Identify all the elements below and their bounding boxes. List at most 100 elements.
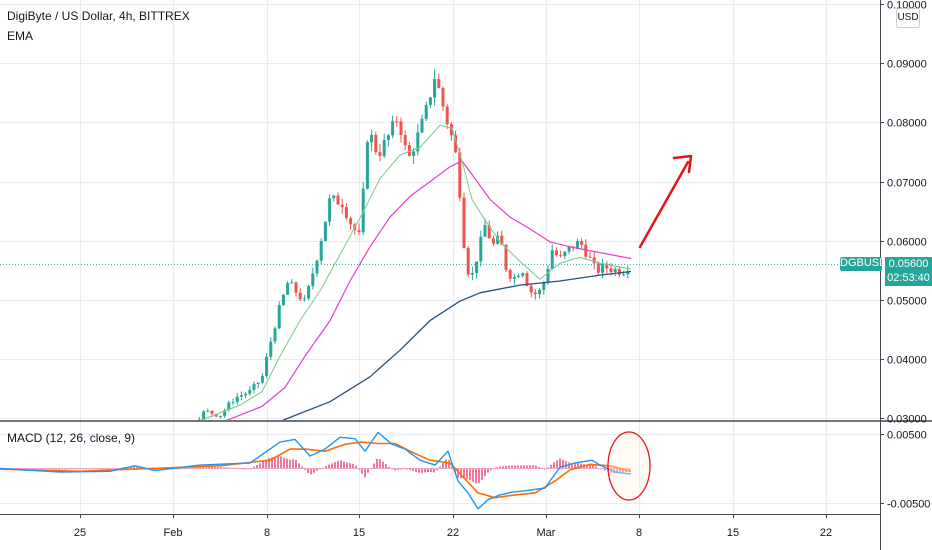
macd-hist-bar-118: [355, 465, 357, 469]
candle-body-141: [596, 263, 600, 273]
candle-body-87: [370, 134, 374, 143]
candle-body-54: [231, 402, 235, 404]
candle-body-51: [218, 415, 222, 417]
candle-body-132: [559, 255, 563, 257]
candle-body-63: [269, 341, 273, 357]
macd-hist-bar-191: [574, 462, 576, 469]
candle-body-39: [169, 427, 172, 431]
macd-hist-bar-153: [460, 468, 462, 479]
macd-hist-bar-136: [409, 468, 411, 471]
macd-hist-bar-133: [400, 468, 402, 470]
macd-hist-bar-190: [571, 462, 573, 469]
chart-title: DigiByte / US Dollar, 4h, BITTREX: [7, 9, 190, 23]
candle-body-128: [542, 282, 546, 290]
macd-hist-bar-51: [154, 468, 156, 471]
macd-hist-bar-189: [568, 462, 570, 469]
candle-body-41: [177, 427, 180, 428]
candle-body-74: [315, 260, 319, 274]
candle-body-9: [43, 451, 46, 452]
macd-hist-bar-142: [427, 468, 429, 473]
ema-fast-line: [200, 124, 632, 420]
candle-body-2: [13, 452, 16, 453]
bar-countdown: 02:53:40: [887, 272, 930, 284]
macd-hist-bar-88: [265, 459, 267, 469]
candle-body-129: [546, 268, 550, 283]
candle-body-66: [281, 294, 285, 306]
macd-hist-bar-167: [502, 466, 504, 469]
macd-hist-bar-66: [199, 467, 201, 469]
ema-mid-line: [225, 160, 632, 420]
macd-hist-bar-36: [109, 468, 111, 470]
macd-hist-bar-20: [61, 468, 63, 470]
macd-hist-bar-70: [211, 467, 213, 469]
macd-hist-bar-186: [559, 458, 561, 469]
candle-body-122: [517, 275, 521, 278]
macd-hist-bar-176: [529, 465, 531, 469]
macd-hist-bar-158: [475, 468, 477, 484]
macd-hist-bar-65: [196, 467, 198, 469]
macd-indicator-label[interactable]: MACD (12, 26, close, 9): [7, 431, 136, 445]
macd-hist-bar-74: [223, 467, 225, 469]
macd-hist-bar-87: [262, 461, 264, 469]
candle-body-61: [260, 375, 264, 383]
candle-body-43: [185, 427, 188, 428]
candle-body-93: [395, 121, 399, 123]
candle-body-114: [483, 225, 487, 237]
annotation-arrow-shaft: [638, 160, 690, 249]
macd-hist-bar-19: [58, 468, 60, 470]
macd-hist-bar-34: [103, 468, 105, 470]
candle-body-79: [336, 195, 340, 205]
candle-body-55: [235, 396, 239, 403]
candle-body-82: [349, 218, 353, 225]
candle-body-101: [428, 97, 432, 105]
candle-body-107: [454, 135, 458, 153]
macd-hist-bar-132: [397, 468, 399, 470]
candle-body-1: [9, 452, 12, 453]
candle-body-134: [567, 246, 571, 252]
macd-hist-bar-169: [508, 465, 510, 469]
macd-hist-bar-103: [310, 468, 312, 475]
candle-body-91: [386, 135, 390, 141]
macd-hist-bar-92: [277, 456, 279, 469]
macd-hist-bar-116: [349, 463, 351, 469]
macd-hist-bar-94: [283, 457, 285, 469]
macd-hist-bar-174: [523, 465, 525, 469]
macd-hist-bar-35: [106, 468, 108, 470]
candle-body-7: [34, 449, 37, 451]
candle-body-73: [311, 273, 315, 286]
macd-hist-bar-97: [292, 459, 294, 469]
candle-body-75: [319, 241, 323, 261]
candle-body-68: [290, 282, 294, 284]
macd-hist-bar-126: [379, 459, 381, 469]
candle-body-33: [143, 424, 146, 427]
macd-hist-bar-72: [217, 467, 219, 469]
ema-slow-line: [281, 270, 632, 420]
candle-body-8: [38, 451, 41, 452]
macd-hist-bar-113: [340, 460, 342, 469]
ema-indicator-label[interactable]: EMA: [7, 29, 34, 43]
macd-hist-bar-165: [496, 467, 498, 469]
candle-body-58: [248, 389, 252, 394]
macd-hist-bar-129: [388, 466, 390, 469]
candle-body-10: [47, 449, 50, 451]
macd-signal-line: [0, 441, 632, 499]
candle-body-53: [227, 402, 231, 411]
macd-hist-bar-44: [133, 465, 135, 469]
candle-body-3: [17, 451, 20, 453]
candle-body-113: [479, 236, 483, 262]
annotation-ellipse: [607, 431, 651, 501]
candle-body-31: [135, 426, 138, 431]
candle-body-35: [152, 427, 155, 431]
macd-hist-bar-138: [415, 468, 417, 472]
macd-hist-bar-96: [289, 459, 291, 469]
price-tick-label-7: 0.03000: [887, 414, 927, 426]
macd-hist-bar-144: [433, 468, 435, 473]
candle-body-88: [374, 134, 378, 153]
currency-button[interactable]: USD: [896, 8, 920, 28]
candle-body-110: [466, 247, 470, 275]
candle-body-46: [197, 419, 201, 420]
macd-hist-bar-181: [544, 468, 546, 470]
candle-body-108: [458, 152, 462, 198]
macd-hist-bar-95: [286, 458, 288, 469]
